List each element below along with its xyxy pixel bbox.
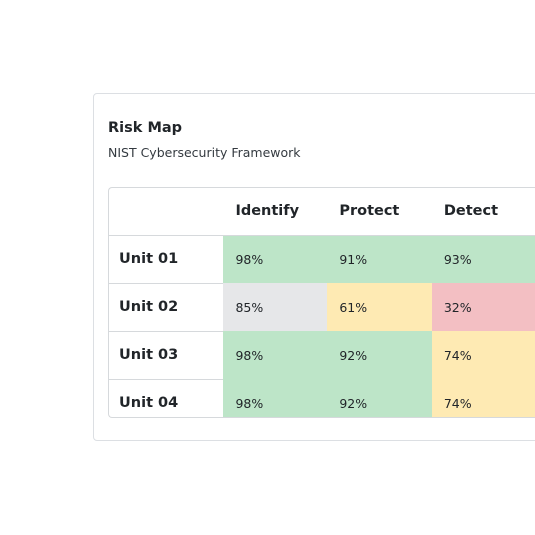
risk-cell: 98% xyxy=(223,235,328,283)
risk-cell: 85% xyxy=(223,283,328,331)
header-corner xyxy=(109,188,224,236)
risk-cell: 93% xyxy=(431,235,535,283)
risk-table-container[interactable]: Identify Protect Detect Unit 01 98% 91% … xyxy=(108,187,535,418)
column-header-protect: Protect xyxy=(327,188,432,236)
risk-table: Identify Protect Detect Unit 01 98% 91% … xyxy=(109,188,535,417)
column-header-identify: Identify xyxy=(223,188,328,236)
row-label: Unit 03 xyxy=(109,331,224,380)
risk-cell: 74% xyxy=(431,331,535,379)
risk-cell: 92% xyxy=(327,379,432,417)
risk-cell: 74% xyxy=(431,379,535,417)
card-title: Risk Map xyxy=(108,120,183,136)
table-row: Unit 01 98% 91% 93% xyxy=(109,235,535,284)
card-subtitle: NIST Cybersecurity Framework xyxy=(108,145,301,160)
risk-cell: 98% xyxy=(223,331,328,379)
risk-cell: 91% xyxy=(327,235,432,283)
risk-cell: 98% xyxy=(223,379,328,417)
table-row: Unit 03 98% 92% 74% xyxy=(109,331,535,380)
table-row: Unit 02 85% 61% 32% xyxy=(109,283,535,332)
risk-cell: 61% xyxy=(327,283,432,331)
risk-cell: 92% xyxy=(327,331,432,379)
row-label: Unit 02 xyxy=(109,283,224,332)
table-header-row: Identify Protect Detect xyxy=(109,188,535,236)
risk-cell: 32% xyxy=(431,283,535,331)
table-row: Unit 04 98% 92% 74% xyxy=(109,379,535,417)
row-label: Unit 01 xyxy=(109,235,224,284)
row-label: Unit 04 xyxy=(109,379,224,417)
column-header-detect: Detect xyxy=(431,188,535,236)
